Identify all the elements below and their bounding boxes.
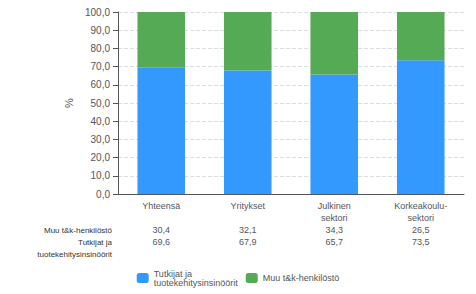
svg-text:69,6: 69,6	[152, 237, 170, 247]
svg-text:Muu t&k-henkilöstö: Muu t&k-henkilöstö	[263, 273, 340, 283]
svg-text:%: %	[63, 98, 75, 108]
svg-text:70,0: 70,0	[91, 61, 111, 72]
svg-text:Tutkijat ja: Tutkijat ja	[78, 238, 112, 247]
svg-text:Korkeakoulu-: Korkeakoulu-	[394, 201, 447, 211]
svg-text:10,0: 10,0	[91, 170, 111, 181]
svg-text:34,3: 34,3	[325, 225, 343, 235]
svg-text:Yhteensä: Yhteensä	[142, 201, 180, 211]
svg-text:90,0: 90,0	[91, 25, 111, 36]
svg-text:tuotekehitysinsinöörit: tuotekehitysinsinöörit	[37, 250, 112, 259]
svg-text:30,0: 30,0	[91, 134, 111, 145]
svg-text:sektori: sektori	[321, 213, 348, 223]
svg-text:tuotekehitysinsinöörit: tuotekehitysinsinöörit	[154, 278, 239, 288]
svg-text:26,5: 26,5	[412, 225, 430, 235]
svg-text:50,0: 50,0	[91, 98, 111, 109]
svg-text:Muu t&k-henkilöstö: Muu t&k-henkilöstö	[44, 226, 113, 235]
svg-text:100,0: 100,0	[85, 7, 110, 18]
svg-text:sektori: sektori	[407, 213, 434, 223]
svg-text:30,4: 30,4	[152, 225, 170, 235]
svg-text:Julkinen: Julkinen	[318, 201, 351, 211]
svg-text:67,9: 67,9	[239, 237, 257, 247]
svg-text:65,7: 65,7	[325, 237, 343, 247]
svg-text:60,0: 60,0	[91, 79, 111, 90]
svg-text:32,1: 32,1	[239, 225, 257, 235]
svg-text:80,0: 80,0	[91, 43, 111, 54]
svg-text:40,0: 40,0	[91, 116, 111, 127]
svg-text:73,5: 73,5	[412, 237, 430, 247]
svg-text:Tutkijat ja: Tutkijat ja	[153, 268, 192, 279]
svg-text:Yritykset: Yritykset	[230, 201, 265, 211]
svg-text:0,0: 0,0	[96, 189, 110, 200]
svg-text:20,0: 20,0	[91, 152, 111, 163]
